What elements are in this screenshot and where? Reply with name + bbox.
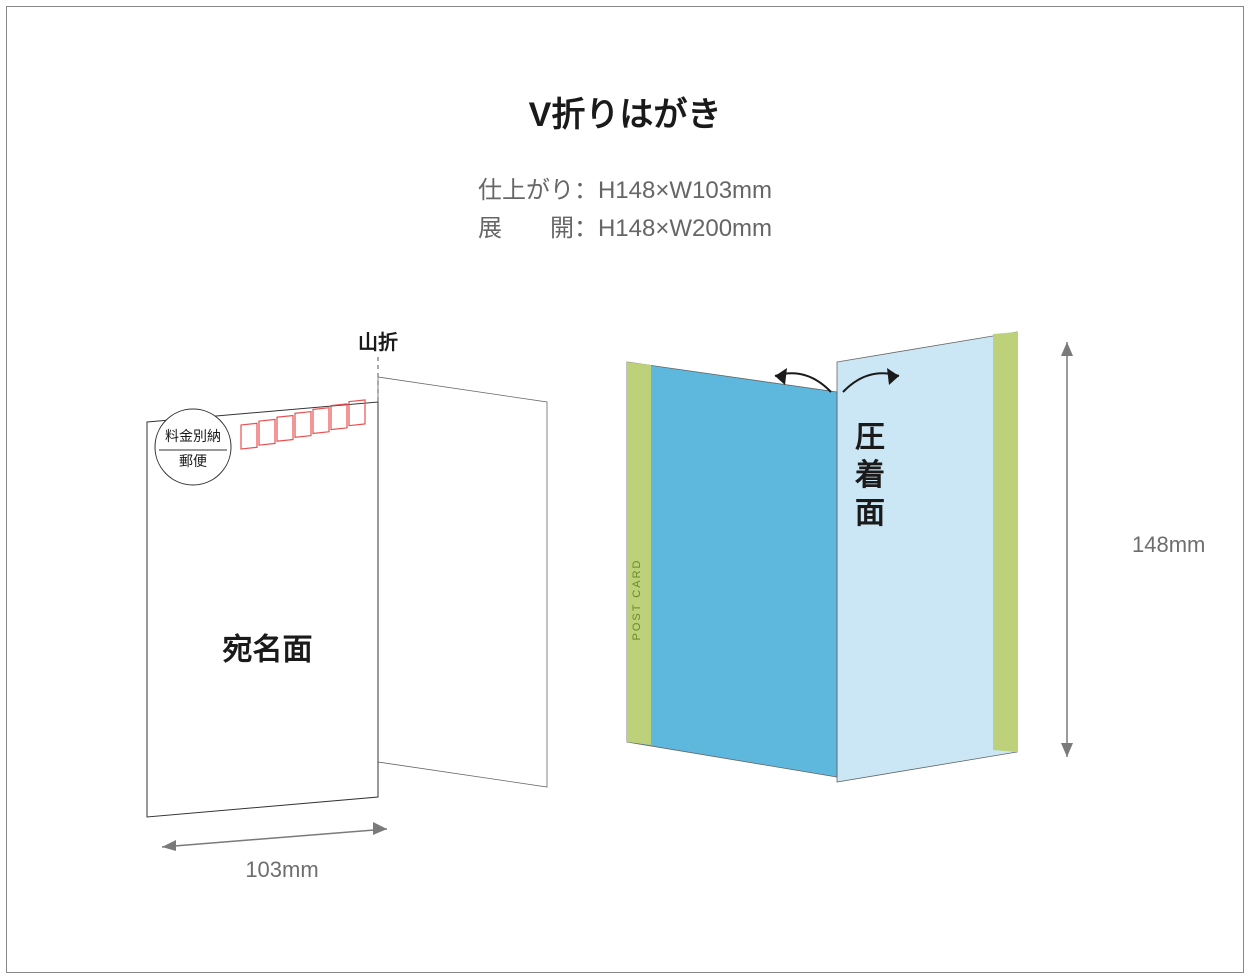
postage-stamp-circle xyxy=(155,409,231,485)
address-side-label: 宛名面 xyxy=(222,633,313,667)
width-arrow-line xyxy=(162,829,387,847)
post-card-label: POST CARD xyxy=(631,559,643,641)
open-arrow-left-head xyxy=(775,368,787,385)
left-card-back xyxy=(378,377,547,787)
press-side-label-char: 着 xyxy=(855,458,885,492)
width-dim-label: 103mm xyxy=(245,857,318,882)
fold-label: 山折 xyxy=(358,330,398,354)
green-band-right xyxy=(993,332,1017,752)
width-arrow-head-r xyxy=(373,822,387,835)
height-arrow-head-t xyxy=(1061,342,1073,356)
height-dim-label: 148mm xyxy=(1132,532,1205,557)
green-band-left xyxy=(627,362,651,745)
press-side-label-char: 圧 xyxy=(855,421,885,454)
right-card-front xyxy=(627,362,837,777)
width-arrow-head-l xyxy=(162,840,176,851)
right-card-back xyxy=(837,332,1017,782)
press-side-label-char: 面 xyxy=(855,497,885,530)
stamp-text-1: 料金別納 xyxy=(165,428,221,444)
stamp-text-2: 郵便 xyxy=(179,453,207,469)
diagram-svg: 山折料金別納郵便宛名面 103mm POST CARD 圧着面 148mm xyxy=(7,7,1243,972)
diagram-frame: V折りはがき 仕上がり：H148×W103mm 展 開：H148×W200mm … xyxy=(6,6,1244,973)
height-arrow-head-b xyxy=(1061,743,1073,757)
